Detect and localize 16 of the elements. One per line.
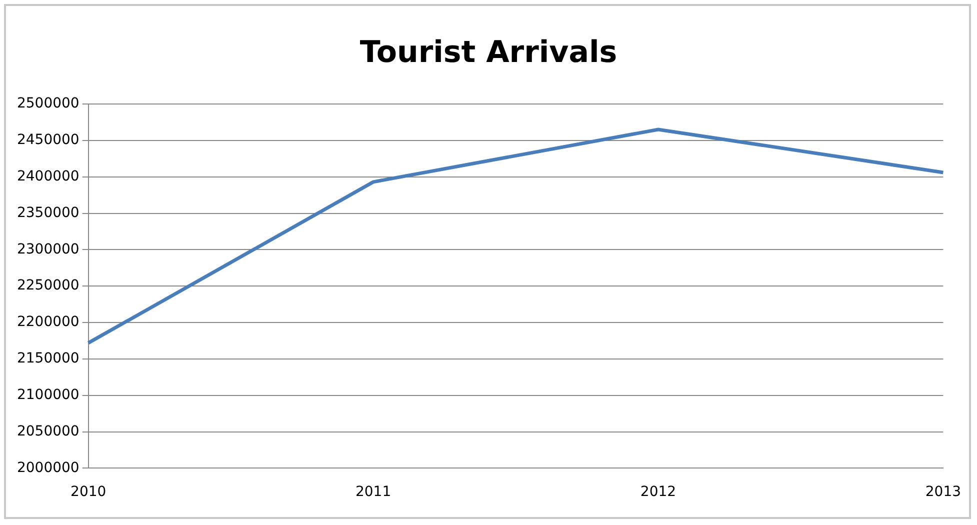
y-tick-label: 2100000: [16, 387, 80, 403]
x-tick-label: 2012: [640, 484, 676, 500]
y-tick-label: 2250000: [16, 278, 80, 294]
y-tick-label: 2050000: [16, 423, 80, 440]
y-tick-label: 2000000: [16, 460, 80, 476]
y-tick-label: 2300000: [16, 241, 80, 258]
y-tick-label: 2200000: [16, 314, 80, 330]
y-tick-label: 2150000: [16, 350, 80, 367]
y-tick-label: 2500000: [16, 96, 80, 112]
x-tick-label: 2010: [70, 484, 106, 500]
y-tick-label: 2450000: [16, 132, 80, 148]
y-tick-label: 2400000: [16, 168, 80, 184]
x-tick-label: 2011: [355, 484, 392, 500]
chart-title: Tourist Arrivals: [360, 34, 618, 70]
x-tick-label: 2013: [925, 484, 962, 500]
y-tick-label: 2350000: [16, 204, 80, 221]
